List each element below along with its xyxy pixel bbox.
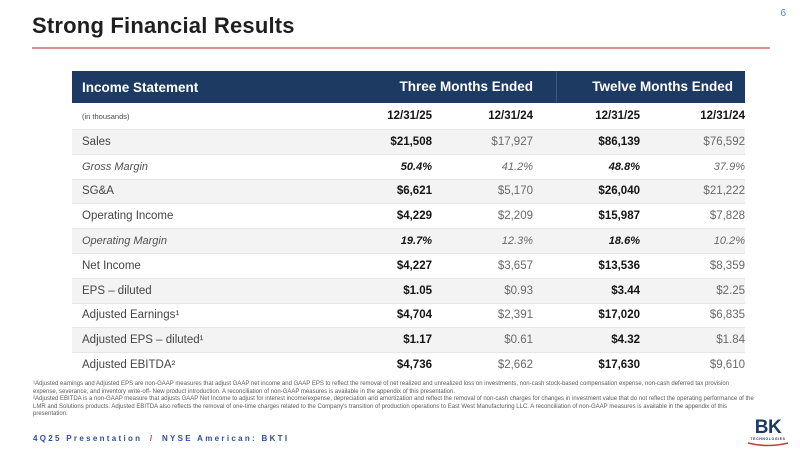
row-value: 50.4% xyxy=(400,160,432,173)
footer-separator: / xyxy=(149,434,155,443)
row-value: $21,222 xyxy=(703,185,745,198)
row-value: 18.6% xyxy=(608,235,640,248)
row-value: $1.84 xyxy=(716,334,745,347)
table-body: Sales $21,508 $17,927 $86,139 $76,592 Gross M… xyxy=(72,129,745,377)
table-row: Net Income $4,227 $3,657 $13,536 $8,359 xyxy=(72,252,745,278)
units-note: (in thousands) xyxy=(82,111,130,121)
row-value: $26,040 xyxy=(598,185,640,198)
row-label: Sales xyxy=(82,135,111,148)
title-underline xyxy=(32,47,770,49)
row-value: 37.9% xyxy=(713,160,745,173)
row-value: $15,987 xyxy=(598,210,640,223)
row-value: 48.8% xyxy=(608,160,640,173)
row-value: $17,020 xyxy=(598,309,640,322)
logo-red-swoosh-icon xyxy=(747,442,789,447)
group-header-twelve-months: Twelve Months Ended xyxy=(592,79,733,94)
row-value: 10.2% xyxy=(713,235,745,248)
row-label: Net Income xyxy=(82,259,141,272)
row-value: $1.05 xyxy=(403,284,432,297)
row-value: $4,229 xyxy=(396,210,432,223)
page-number: 6 xyxy=(780,8,786,19)
footer-ticker-line: 4Q25 Presentation / NYSE American: BKTI xyxy=(33,434,289,443)
row-value: $86,139 xyxy=(598,135,640,148)
row-value: $0.93 xyxy=(504,284,533,297)
row-value: $76,592 xyxy=(703,135,745,148)
table-row: Adjusted Earnings¹ $4,704 $2,391 $17,020 $6,… xyxy=(72,302,745,328)
footnote-2: ²Adjusted EBITDA is a non-GAAP measure t… xyxy=(33,396,754,418)
row-label: Gross Margin xyxy=(82,160,149,173)
income-statement-table: Income Statement Three Months Ended Twel… xyxy=(72,71,745,377)
row-value: $17,927 xyxy=(491,135,533,148)
row-value: $5,170 xyxy=(497,185,533,198)
footer-ticker-label: NYSE American: BKTI xyxy=(161,434,290,443)
table-row: Adjusted EBITDA² $4,736 $2,662 $17,630 $9,61… xyxy=(72,352,745,377)
table-row: SG&A $6,621 $5,170 $26,040 $21,222 xyxy=(72,178,745,204)
table-subheader-row: (in thousands) 12/31/25 12/31/24 12/31/2… xyxy=(72,103,745,129)
logo-text: BK xyxy=(754,416,782,438)
row-value: $9,610 xyxy=(709,359,745,372)
footnote-1: ¹Adjusted earnings and Adjusted EPS are … xyxy=(33,381,730,395)
table-row: Adjusted EPS – diluted¹ $1.17 $0.61 $4.32 $1… xyxy=(72,327,745,353)
row-value: $8,359 xyxy=(709,259,745,272)
footer-presentation-label: 4Q25 Presentation xyxy=(33,434,143,443)
group-header-three-months: Three Months Ended xyxy=(399,79,533,94)
row-value: $4,736 xyxy=(396,359,432,372)
table-row: EPS – diluted $1.05 $0.93 $3.44 $2.25 xyxy=(72,277,745,303)
row-label: Adjusted Earnings¹ xyxy=(82,309,180,322)
row-label: EPS – diluted xyxy=(82,284,152,297)
row-label: SG&A xyxy=(82,185,114,198)
row-label: Adjusted EPS – diluted¹ xyxy=(82,334,204,347)
row-value: $7,828 xyxy=(709,210,745,223)
row-label: Adjusted EBITDA² xyxy=(82,359,176,372)
row-value: $3.44 xyxy=(611,284,640,297)
row-value: $4,704 xyxy=(396,309,432,322)
row-value: $0.61 xyxy=(504,334,533,347)
row-value: $21,508 xyxy=(390,135,432,148)
page-title: Strong Financial Results xyxy=(32,13,295,38)
column-header-date: 12/31/24 xyxy=(700,110,745,122)
column-header-date: 12/31/25 xyxy=(387,110,432,122)
row-value: 41.2% xyxy=(501,160,533,173)
row-value: $4,227 xyxy=(396,259,432,272)
table-row: Operating Income $4,229 $2,209 $15,987 $7,82… xyxy=(72,203,745,228)
row-value: $6,835 xyxy=(709,309,745,322)
table-header-title: Income Statement xyxy=(82,79,199,95)
table-row: Gross Margin 50.4% 41.2% 48.8% 37.9% xyxy=(72,153,745,179)
row-value: $6,621 xyxy=(396,185,432,198)
column-header-date: 12/31/24 xyxy=(488,110,533,122)
table-row: Operating Margin 19.7% 12.3% 18.6% 10.2% xyxy=(72,228,745,253)
row-value: $2.25 xyxy=(716,284,745,297)
row-value: 12.3% xyxy=(501,235,533,248)
bk-technologies-logo: BK TECHNOLOGIES xyxy=(744,418,792,449)
row-value: $2,391 xyxy=(497,309,533,322)
row-value: 19.7% xyxy=(400,235,432,248)
row-value: $1.17 xyxy=(403,334,432,347)
table-header-bar: Income Statement Three Months Ended Twel… xyxy=(72,71,745,103)
row-value: $2,209 xyxy=(497,210,533,223)
footnotes: ¹Adjusted earnings and Adjusted EPS are … xyxy=(33,381,755,419)
row-value: $3,657 xyxy=(497,259,533,272)
row-value: $2,662 xyxy=(497,359,533,372)
table-row: Sales $21,508 $17,927 $86,139 $76,592 xyxy=(72,129,745,154)
row-value: $17,630 xyxy=(598,359,640,372)
logo-subtext: TECHNOLOGIES xyxy=(750,436,786,441)
row-label: Operating Margin xyxy=(82,235,167,248)
row-value: $13,536 xyxy=(598,259,640,272)
row-label: Operating Income xyxy=(82,210,174,223)
column-header-date: 12/31/25 xyxy=(595,110,640,122)
row-value: $4.32 xyxy=(611,334,640,347)
